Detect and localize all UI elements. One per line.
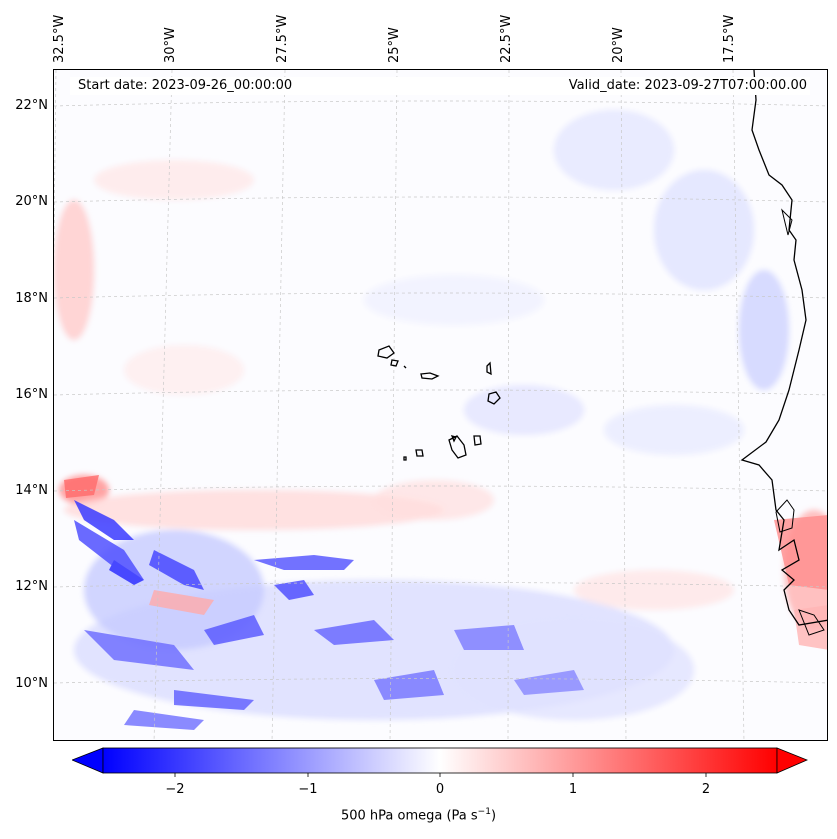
date-banner — [70, 77, 810, 95]
colorbar-label-close: ) — [490, 808, 497, 824]
colorbar-label: 500 hPa omega (Pa s−1) — [0, 807, 837, 823]
lat-label-22n: 22°N — [15, 98, 48, 113]
coast-inlet-north — [781, 208, 793, 236]
strong-ascent-streaks — [74, 500, 584, 730]
start-date: Start date: 2023-09-26_00:00:00 — [78, 78, 293, 93]
lon-label-27-5w: 27.5°W — [275, 14, 290, 63]
africa-coastline — [740, 70, 827, 626]
colorbar-tick-0: 0 — [435, 782, 445, 797]
island-santo-antao — [377, 345, 395, 359]
lat-label-16n: 16°N — [15, 387, 48, 402]
colorbar-label-exponent: −1 — [477, 807, 491, 817]
lon-label-30w: 30°W — [163, 27, 178, 63]
island-boa-vista — [487, 391, 501, 405]
island-fogo-west — [415, 449, 424, 457]
island-santiago — [448, 435, 467, 459]
lat-label-14n: 14°N — [15, 483, 48, 498]
lon-label-32-5w: 32.5°W — [52, 14, 67, 63]
island-sal — [486, 361, 492, 376]
omega-field — [54, 70, 827, 740]
island-maio — [473, 435, 482, 446]
island-santa-luzia — [403, 365, 407, 369]
lon-label-20w: 20°W — [611, 27, 626, 63]
lat-label-20n: 20°N — [15, 194, 48, 209]
island-sao-vicente — [390, 359, 399, 367]
colorbar-tick-2: 2 — [701, 782, 711, 797]
island-small — [403, 456, 407, 461]
colorbar-bar — [102, 747, 778, 774]
colorbar-label-text: 500 hPa omega (Pa s — [340, 808, 478, 824]
island-sao-nicolau — [420, 372, 440, 380]
lon-label-25w: 25°W — [387, 27, 402, 63]
colorbar-tick-1: 1 — [568, 782, 578, 797]
map-panel — [53, 69, 828, 741]
bijagos-islands — [798, 609, 825, 636]
lat-label-18n: 18°N — [15, 291, 48, 306]
lon-label-22-5w: 22.5°W — [499, 14, 514, 63]
colorbar-tick-marks — [174, 773, 707, 777]
colorbar — [72, 747, 808, 777]
lon-label-17-5w: 17.5°W — [722, 14, 737, 63]
coast-inlet — [775, 499, 795, 533]
colorbar-max-extend — [776, 747, 808, 774]
cape-verde-islands — [377, 345, 501, 461]
colorbar-tick-minus2: −2 — [165, 782, 185, 797]
colorbar-tick-minus1: −1 — [298, 782, 318, 797]
valid-date: Valid_date: 2023-09-27T07:00:00.00 — [568, 78, 807, 93]
colorbar-min-extend — [72, 747, 104, 774]
lat-label-12n: 12°N — [15, 579, 48, 594]
descent-patches — [64, 475, 827, 650]
lat-label-10n: 10°N — [15, 676, 48, 691]
graticule — [54, 70, 827, 740]
